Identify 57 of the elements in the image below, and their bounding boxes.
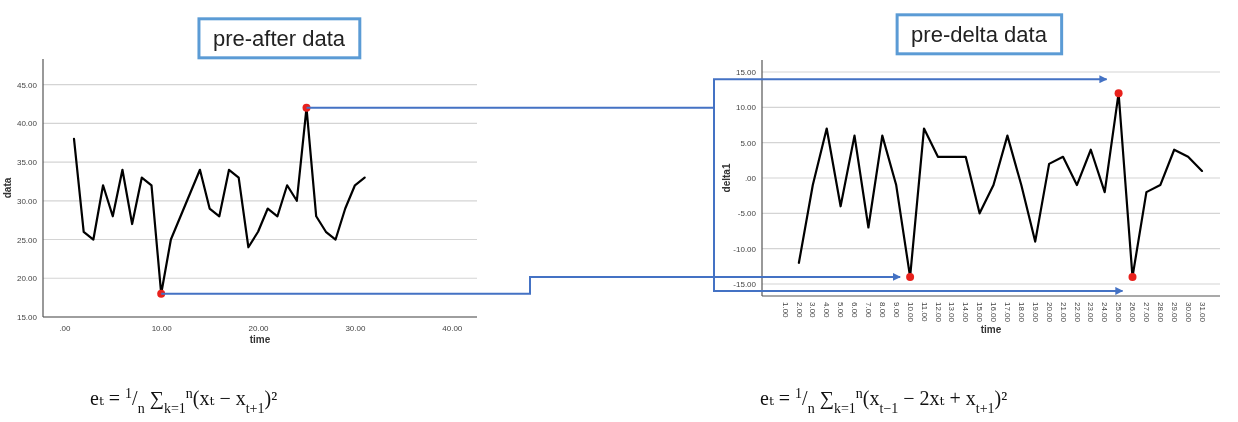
x-tick-label: 20.00 xyxy=(1044,302,1054,323)
y-tick-label: 20.00 xyxy=(16,274,38,284)
y-tick-label: -10.00 xyxy=(733,244,757,254)
y-tick-label: 45.00 xyxy=(16,80,38,90)
x-tick-label: 25.00 xyxy=(1114,302,1124,323)
chart-title: pre-delta data xyxy=(911,21,1048,47)
y-tick-label: -5.00 xyxy=(737,209,757,219)
x-tick-label: 24.00 xyxy=(1100,302,1110,323)
x-tick-label: 7.00 xyxy=(864,302,874,319)
x-tick-label: 1.00 xyxy=(780,302,790,319)
text: eₜ = $^{1}$/$_{n}$ ∑$_{k=1}$$^{n}$(x$_{t−1}$ − 2xₜ + x$_{t+1}$)² xyxy=(760,385,1008,416)
x-axis-title: time xyxy=(249,334,271,345)
x-tick-label: 21.00 xyxy=(1058,302,1068,323)
x-tick-label: 4.00 xyxy=(822,302,832,319)
y-tick-label: 35.00 xyxy=(16,158,38,168)
x-tick-label: 15.00 xyxy=(975,302,985,323)
x-tick-label: 20.00 xyxy=(248,323,270,333)
y-tick-label: 10.00 xyxy=(735,103,757,113)
x-tick-label: 40.00 xyxy=(442,323,463,333)
x-tick-label: .00 xyxy=(59,323,71,333)
x-tick-label: 2.00 xyxy=(794,302,804,319)
x-tick-label: 28.00 xyxy=(1156,302,1165,323)
x-tick-label: 9.00 xyxy=(891,302,901,319)
x-tick-label: 6.00 xyxy=(850,302,860,319)
x-tick-label: 27.00 xyxy=(1142,302,1152,323)
x-tick-label: 10.00 xyxy=(905,302,915,323)
y-tick-label: 40.00 xyxy=(16,119,38,129)
chart-title: pre-after data xyxy=(212,25,346,51)
text: eₜ = $^{1}$/$_{n}$ ∑$_{k=1}$$^{n}$(xₜ − x$_{t+1}$)² xyxy=(90,385,278,416)
x-tick-label: 29.00 xyxy=(1169,302,1179,323)
y-tick-label: 30.00 xyxy=(16,196,38,206)
x-tick-label: 31.00 xyxy=(1197,302,1207,323)
x-tick-label: 5.00 xyxy=(836,302,846,319)
x-tick-label: 12.00 xyxy=(933,302,943,323)
x-axis-title: time xyxy=(980,324,1002,335)
x-tick-label: 10.00 xyxy=(151,323,173,333)
x-tick-label: 30.00 xyxy=(345,323,366,333)
y-tick-label: .00 xyxy=(744,174,757,184)
x-tick-label: 19.00 xyxy=(1030,302,1040,323)
x-tick-label: 26.00 xyxy=(1128,302,1138,323)
x-tick-label: 13.00 xyxy=(947,302,957,323)
y-axis-title: data xyxy=(2,177,13,199)
x-tick-label: 11.00 xyxy=(919,302,929,322)
y-tick-label: -15.00 xyxy=(733,280,757,290)
x-tick-label: 8.00 xyxy=(878,302,887,319)
y-axis-title: delta1 xyxy=(721,163,732,193)
y-tick-label: 5.00 xyxy=(740,138,757,148)
x-tick-label: 18.00 xyxy=(1017,302,1026,323)
x-tick-label: 23.00 xyxy=(1086,302,1096,323)
y-tick-label: 15.00 xyxy=(735,68,757,78)
x-tick-label: 30.00 xyxy=(1183,302,1193,323)
x-tick-label: 14.00 xyxy=(961,302,971,323)
y-tick-label: 25.00 xyxy=(16,235,38,245)
x-tick-label: 17.00 xyxy=(1003,302,1013,323)
x-tick-label: 16.00 xyxy=(989,302,999,323)
x-tick-label: 22.00 xyxy=(1072,302,1082,323)
x-tick-label: 3.00 xyxy=(808,302,818,319)
